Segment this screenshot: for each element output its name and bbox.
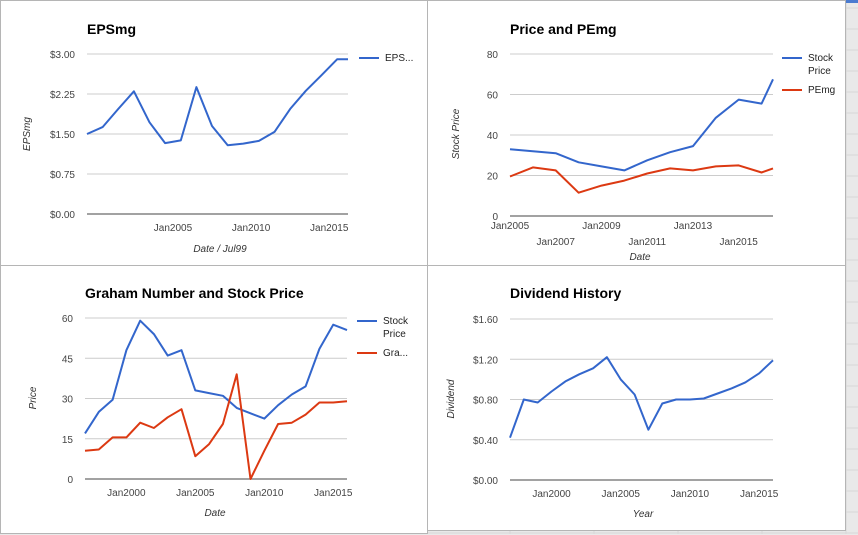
legend: EPS...	[359, 53, 413, 64]
x-tick-label: Jan2010	[671, 489, 710, 500]
y-tick-label: $1.60	[473, 315, 498, 326]
x-tick-label: Jan2015	[314, 488, 353, 499]
legend: Stock Price PEmg	[782, 53, 835, 96]
x-tick-label: Jan2010	[245, 488, 284, 499]
x-tick-label: Jan2000	[532, 489, 571, 500]
series-line	[84, 319, 348, 434]
x-tick-label: Jan2005	[176, 488, 215, 499]
y-tick-label: 0	[67, 475, 73, 486]
x-tick-label: Jan2010	[232, 223, 271, 234]
y-axis-label: Dividend	[446, 379, 457, 418]
y-tick-label: $0.75	[50, 170, 75, 181]
x-axis-label: Date / Jul99	[193, 244, 247, 255]
legend-label: EPS...	[385, 53, 413, 64]
y-tick-label: $0.00	[473, 476, 498, 487]
y-tick-label: $1.20	[473, 355, 498, 366]
legend-label: Stock Price	[808, 53, 834, 77]
legend: Stock Price Gra...	[357, 316, 409, 359]
x-tick-label: Jan2015	[740, 489, 779, 500]
series-line	[509, 164, 774, 194]
x-tick-label: Jan2000	[107, 488, 146, 499]
dividend-chart: Dividend History $0.00 $0.40 $0.80 $1.20 $1.…	[446, 285, 779, 520]
graham-chart: Graham Number and Stock Price 0 15 30 45 60 J…	[28, 285, 409, 519]
y-tick-label: 45	[62, 354, 74, 365]
chart-title: Dividend History	[510, 285, 621, 301]
series-line	[509, 78, 774, 172]
x-tick-label: Jan2015	[720, 237, 759, 248]
y-tick-label: $0.40	[473, 436, 498, 447]
y-tick-label: 0	[492, 212, 498, 223]
x-tick-label: Jan2007	[537, 237, 576, 248]
y-tick-label: $3.00	[50, 50, 75, 61]
chart-panel-epsmg[interactable]: EPSmg $0.00 $0.75 $1.50 $2.25 $3.00 Jan2005 Ja…	[0, 0, 428, 266]
x-tick-label: Jan2013	[674, 221, 713, 232]
x-axis-label: Year	[633, 509, 654, 520]
epsmg-chart: EPSmg $0.00 $0.75 $1.50 $2.25 $3.00 Jan2005 Ja…	[22, 21, 413, 255]
y-axis-label: Stock Price	[451, 108, 462, 159]
y-tick-label: $2.25	[50, 90, 75, 101]
y-axis-label: Price	[28, 386, 39, 409]
y-tick-label: 80	[487, 50, 499, 61]
series-line	[509, 356, 774, 439]
y-axis-label: EPSmg	[22, 117, 33, 151]
y-tick-label: $0.00	[50, 210, 75, 221]
x-tick-label: Jan2009	[582, 221, 621, 232]
y-tick-label: 40	[487, 131, 499, 142]
y-tick-label: 30	[62, 395, 74, 406]
chart-title: Graham Number and Stock Price	[85, 285, 304, 301]
x-tick-label: Jan2005	[154, 223, 193, 234]
x-tick-label: Jan2005	[491, 221, 530, 232]
x-axis-label: Date	[204, 508, 226, 519]
legend-label: Stock Price	[383, 316, 409, 340]
legend-label: Gra...	[383, 348, 408, 359]
y-tick-label: 60	[487, 91, 499, 102]
x-axis-label: Date	[629, 252, 651, 263]
y-tick-label: 60	[62, 314, 74, 325]
x-tick-label: Jan2015	[310, 223, 349, 234]
legend-label: PEmg	[808, 85, 835, 96]
chart-panel-dividend[interactable]: Dividend History $0.00 $0.40 $0.80 $1.20 $1.…	[427, 265, 846, 531]
x-tick-label: Jan2005	[602, 489, 641, 500]
series-line	[86, 58, 348, 147]
y-tick-label: 15	[62, 435, 74, 446]
y-tick-label: $1.50	[50, 130, 75, 141]
y-tick-label: $0.80	[473, 396, 498, 407]
x-tick-label: Jan2011	[628, 237, 666, 248]
chart-title: EPSmg	[87, 21, 136, 37]
chart-panel-graham[interactable]: Graham Number and Stock Price 0 15 30 45 60 J…	[0, 265, 428, 534]
y-tick-label: 20	[487, 172, 499, 183]
price-pemg-chart: Price and PEmg 0 20 40 60 80 Jan2005 Jan2007 Ja…	[451, 21, 835, 263]
chart-title: Price and PEmg	[510, 21, 617, 37]
series-line	[84, 373, 348, 480]
chart-panel-price-pemg[interactable]: Price and PEmg 0 20 40 60 80 Jan2005 Jan2007 Ja…	[427, 0, 846, 266]
